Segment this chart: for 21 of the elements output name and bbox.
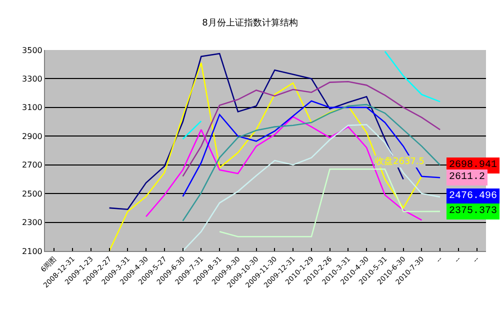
data-label: 2375.373 [449,206,498,217]
line-series [182,124,441,251]
y-tick-label: 2500 [22,189,42,198]
data-label: 2698.941 [449,160,498,171]
line-series [108,62,422,251]
line-series [182,104,441,222]
y-tick-label: 3100 [22,103,42,112]
y-tick-label: 2900 [22,132,42,141]
y-tick-label: 3500 [22,46,42,55]
y-tick-label: 2700 [22,160,42,170]
data-label: 2611.2 [449,172,486,183]
data-label: 2476.496 [449,191,498,202]
line-series [218,168,441,238]
y-tick-label: 2100 [22,246,42,256]
chart-title: 8月份上证指数计算结构 [202,18,298,29]
annotation: 收盘2637.5 [375,156,424,167]
y-tick-label: 2300 [22,218,42,228]
line-series [182,80,441,177]
y-tick-label: 3300 [22,74,42,84]
line-series [145,116,422,221]
line-series [182,100,441,198]
